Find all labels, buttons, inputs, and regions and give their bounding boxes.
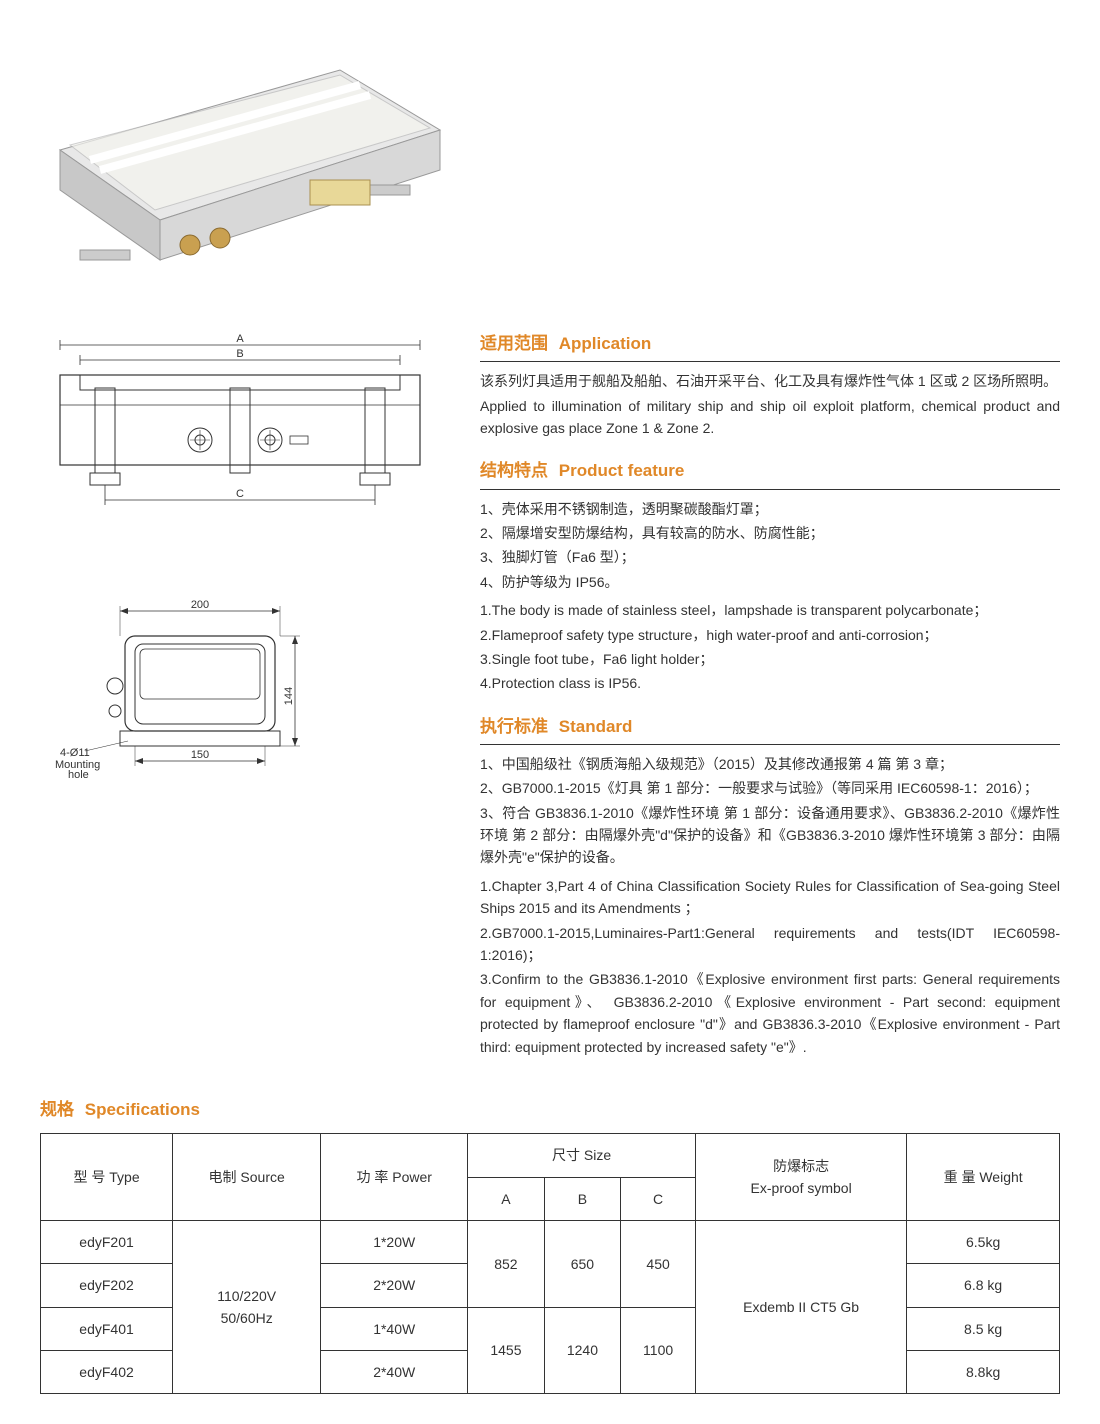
feature-cn2: 2、隔爆增安型防爆结构，具有较高的防水、防腐性能； [480,522,1060,544]
dim-b-label: B [236,348,243,360]
application-en: Applied to illumination of military ship… [480,395,1060,440]
standard-title: 执行标准 Standard [480,713,1060,745]
th-exproof: 防爆标志 Ex-proof symbol [696,1134,907,1221]
standard-title-cn: 执行标准 [480,717,548,736]
cell-weight: 6.5kg [907,1220,1060,1263]
cell-weight: 8.8kg [907,1351,1060,1394]
diagram-front-view: A B [40,330,440,536]
hole-label-2: hole [68,769,89,781]
cell-source-v: 110/220V [217,1288,276,1304]
cell-weight: 8.5 kg [907,1307,1060,1350]
cell-type: edyF202 [41,1264,173,1307]
application-title-en: Application [559,334,652,353]
standard-en3: 3.Confirm to the GB3836.1-2010《Explosive… [480,968,1060,1058]
th-exproof-en: Ex-proof symbol [751,1180,852,1196]
th-source: 电制 Source [173,1134,321,1221]
cell-power: 1*40W [321,1307,468,1350]
feature-en3: 3.Single foot tube，Fa6 light holder； [480,648,1060,670]
standard-en2: 2.GB7000.1-2015,Luminaires-Part1:General… [480,922,1060,967]
cell-b: 1240 [544,1307,621,1394]
cell-b: 650 [544,1220,621,1307]
cell-weight: 6.8 kg [907,1264,1060,1307]
standard-body: 1、中国船级社《钢质海船入级规范》（2015）及其修改通报第 4 篇 第 3 章… [480,753,1060,1058]
standard-title-en: Standard [559,717,633,736]
dim-150: 150 [191,749,209,761]
feature-title: 结构特点 Product feature [480,457,1060,489]
feature-en4: 4.Protection class is IP56. [480,672,1060,694]
application-title: 适用范围 Application [480,330,1060,362]
feature-cn1: 1、壳体采用不锈钢制造，透明聚碳酸酯灯罩； [480,498,1060,520]
product-photo [40,30,460,310]
cell-power: 2*40W [321,1351,468,1394]
standard-cn2: 2、GB7000.1-2015《灯具 第 1 部分：一般要求与试验》（等同采用 … [480,777,1060,799]
dim-c-label: C [236,488,244,500]
cell-c: 450 [621,1220,696,1307]
th-power: 功 率 Power [321,1134,468,1221]
cell-type: edyF402 [41,1351,173,1394]
th-weight: 重 量 Weight [907,1134,1060,1221]
feature-en2: 2.Flameproof safety type structure，high … [480,624,1060,646]
standard-en1: 1.Chapter 3,Part 4 of China Classificati… [480,875,1060,920]
dim-200: 200 [191,599,209,611]
table-header-row-1: 型 号 Type 电制 Source 功 率 Power 尺寸 Size 防爆标… [41,1134,1060,1177]
application-cn: 该系列灯具适用于舰船及船舶、石油开采平台、化工及具有爆炸性气体 1 区或 2 区… [480,370,1060,392]
feature-body: 1、壳体采用不锈钢制造，透明聚碳酸酯灯罩； 2、隔爆增安型防爆结构，具有较高的防… [480,498,1060,695]
hole-spec: 4-Ø11 [60,747,90,759]
cell-c: 1100 [621,1307,696,1394]
cell-exproof: Exdemb II CT5 Gb [696,1220,907,1394]
application-body: 该系列灯具适用于舰船及船舶、石油开采平台、化工及具有爆炸性气体 1 区或 2 区… [480,370,1060,439]
th-exproof-cn: 防爆标志 [773,1158,829,1174]
th-type: 型 号 Type [41,1134,173,1221]
standard-cn3: 3、符合 GB3836.1-2010《爆炸性环境 第 1 部分：设备通用要求》、… [480,802,1060,869]
spec-title-en: Specifications [85,1100,200,1119]
dim-a-label: A [236,333,244,345]
cell-type: edyF401 [41,1307,173,1350]
feature-en1: 1.The body is made of stainless steel，la… [480,599,1060,621]
dim-144: 144 [283,687,295,705]
cell-power: 2*20W [321,1264,468,1307]
table-row: edyF201 110/220V 50/60Hz 1*20W 852 650 4… [41,1220,1060,1263]
application-title-cn: 适用范围 [480,334,548,353]
cell-source: 110/220V 50/60Hz [173,1220,321,1394]
cell-a: 852 [468,1220,545,1307]
feature-cn4: 4、防护等级为 IP56。 [480,571,1060,593]
th-a: A [468,1177,545,1220]
spec-table: 型 号 Type 电制 Source 功 率 Power 尺寸 Size 防爆标… [40,1133,1060,1394]
th-size: 尺寸 Size [468,1134,696,1177]
cell-type: edyF201 [41,1220,173,1263]
cell-a: 1455 [468,1307,545,1394]
th-b: B [544,1177,621,1220]
cell-power: 1*20W [321,1220,468,1263]
feature-title-en: Product feature [559,461,685,480]
diagram-side-view: 200 144 [40,596,440,802]
cell-source-hz: 50/60Hz [221,1310,273,1326]
feature-cn3: 3、独脚灯管（Fa6 型）； [480,546,1060,568]
spec-title-cn: 规格 [40,1100,74,1119]
standard-cn1: 1、中国船级社《钢质海船入级规范》（2015）及其修改通报第 4 篇 第 3 章… [480,753,1060,775]
feature-title-cn: 结构特点 [480,461,548,480]
spec-title: 规格 Specifications [40,1096,1060,1123]
th-c: C [621,1177,696,1220]
